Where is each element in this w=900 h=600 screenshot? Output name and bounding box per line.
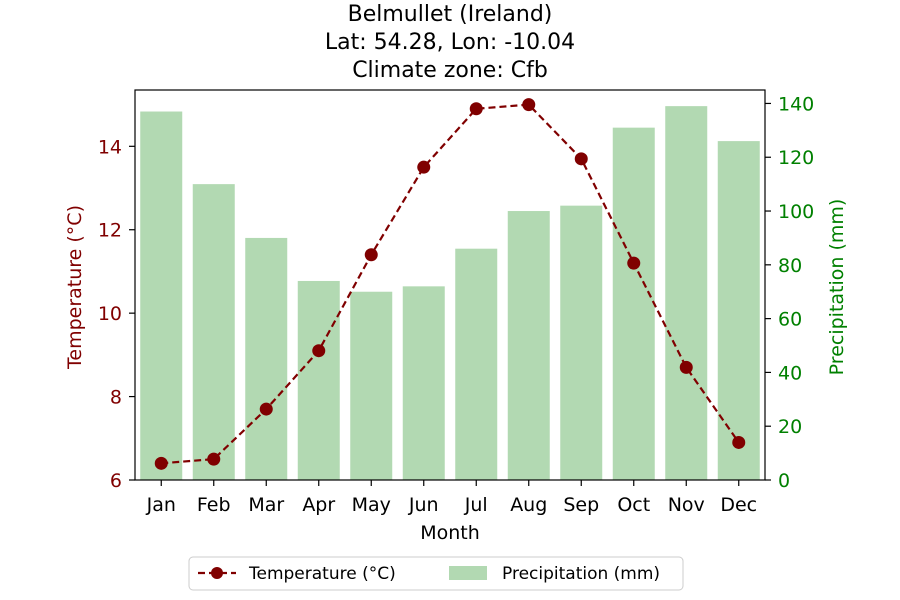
- plot-area-frame: [134, 89, 766, 481]
- temperature-point-jan: [154, 456, 168, 470]
- x-tick-label-may: May: [352, 494, 391, 516]
- x-tick-label-jan: Jan: [146, 494, 176, 516]
- x-tick-label-jun: Jun: [408, 494, 439, 516]
- chart-title-line-3: Climate zone: Cfb: [352, 58, 548, 83]
- temperature-point-nov: [679, 360, 693, 374]
- precipitation-bar-mar: [245, 237, 288, 480]
- y-axis-right: 0 20 40 60 80 100 120 140: [765, 93, 814, 492]
- chart-title: Belmullet (Ireland) Lat: 54.28, Lon: -10…: [325, 2, 575, 83]
- temperature-point-feb: [207, 452, 221, 466]
- precipitation-bar-apr: [297, 280, 340, 480]
- x-tick-label-mar: Mar: [248, 494, 284, 516]
- precipitation-bar-dec: [717, 141, 760, 480]
- y-right-tick-label-40: 40: [778, 362, 802, 384]
- temperature-point-dec: [732, 435, 746, 449]
- chart-title-line-1: Belmullet (Ireland): [348, 2, 553, 27]
- temperature-point-jun: [417, 160, 431, 174]
- precipitation-bar-jan: [140, 111, 183, 480]
- y-right-tick-label-80: 80: [778, 255, 802, 277]
- precipitation-bar-oct: [612, 127, 655, 480]
- precipitation-bar-feb: [192, 184, 235, 480]
- y-right-tick-label-120: 120: [778, 147, 814, 169]
- y-axis-left-label: Temperature (°C): [64, 205, 86, 370]
- y-left-tick-label-12: 12: [98, 220, 122, 242]
- x-tick-label-feb: Feb: [197, 494, 231, 516]
- y-left-tick-label-14: 14: [98, 136, 122, 158]
- temperature-point-may: [364, 248, 378, 262]
- precipitation-bar-may: [350, 291, 393, 480]
- precipitation-bars: [140, 106, 760, 481]
- y-right-tick-label-60: 60: [778, 309, 802, 331]
- temperature-point-sep: [574, 152, 588, 166]
- x-tick-label-nov: Nov: [668, 494, 705, 516]
- y-axis-left: 6 8 10 12 14: [98, 136, 135, 492]
- x-tick-label-oct: Oct: [617, 494, 650, 516]
- chart-title-line-2: Lat: 54.28, Lon: -10.04: [325, 30, 575, 55]
- precipitation-bar-jul: [455, 248, 498, 480]
- precipitation-bar-nov: [665, 106, 708, 480]
- temperature-point-jul: [469, 102, 483, 116]
- legend-precipitation-swatch: [449, 566, 487, 580]
- y-right-tick-label-140: 140: [778, 93, 814, 115]
- x-tick-label-dec: Dec: [720, 494, 757, 516]
- y-axis-right-label: Precipitation (mm): [826, 199, 848, 376]
- legend: Temperature (°C) Precipitation (mm): [188, 556, 684, 591]
- x-axis-label: Month: [420, 522, 480, 544]
- temperature-line: [154, 98, 746, 470]
- temperature-point-apr: [312, 344, 326, 358]
- y-right-tick-label-100: 100: [778, 201, 814, 223]
- y-right-tick-label-0: 0: [778, 470, 790, 492]
- x-tick-label-sep: Sep: [563, 494, 599, 516]
- y-left-tick-label-6: 6: [110, 470, 122, 492]
- precipitation-bar-jun: [402, 286, 445, 480]
- x-tick-label-jul: Jul: [464, 494, 488, 516]
- x-axis: Jan Feb Mar Apr May Jun Jul Aug Sep Oct Nov Dec: [146, 480, 757, 516]
- legend-precipitation-label: Precipitation (mm): [502, 564, 660, 584]
- y-left-tick-label-8: 8: [110, 387, 122, 409]
- legend-temperature-label: Temperature (°C): [248, 564, 396, 584]
- temperature-point-mar: [259, 402, 273, 416]
- temperature-point-oct: [627, 256, 641, 270]
- y-right-tick-label-20: 20: [778, 416, 802, 438]
- temperature-series-line: [161, 103, 740, 465]
- y-left-tick-label-10: 10: [98, 303, 122, 325]
- legend-temperature-marker: [211, 567, 223, 579]
- legend-box: [188, 556, 684, 591]
- precipitation-bar-sep: [560, 205, 603, 481]
- precipitation-bar-aug: [507, 211, 550, 480]
- x-tick-label-aug: Aug: [510, 494, 547, 516]
- temperature-point-aug: [522, 98, 536, 112]
- x-tick-label-apr: Apr: [302, 494, 335, 516]
